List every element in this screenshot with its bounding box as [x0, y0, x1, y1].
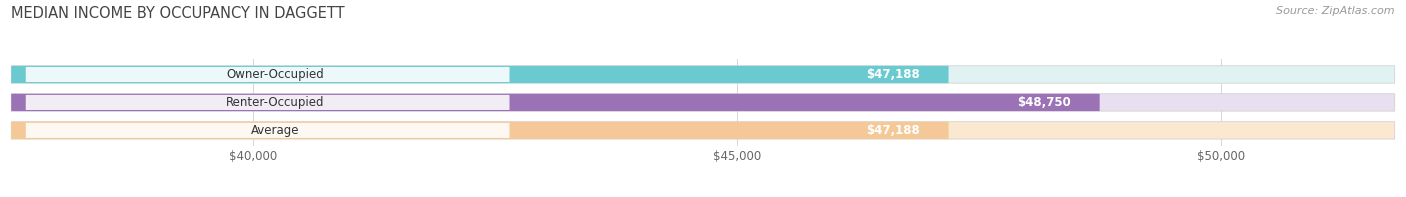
FancyBboxPatch shape: [25, 95, 509, 110]
Text: Source: ZipAtlas.com: Source: ZipAtlas.com: [1277, 6, 1395, 16]
Text: $47,188: $47,188: [866, 124, 920, 137]
Text: $47,188: $47,188: [866, 68, 920, 81]
Text: Average: Average: [250, 124, 299, 137]
FancyBboxPatch shape: [11, 94, 1395, 111]
FancyBboxPatch shape: [25, 67, 509, 82]
Text: $48,750: $48,750: [1017, 96, 1070, 109]
FancyBboxPatch shape: [11, 94, 1099, 111]
FancyBboxPatch shape: [25, 123, 509, 138]
Text: Owner-Occupied: Owner-Occupied: [226, 68, 323, 81]
Text: Renter-Occupied: Renter-Occupied: [225, 96, 325, 109]
FancyBboxPatch shape: [11, 122, 949, 139]
FancyBboxPatch shape: [11, 122, 1395, 139]
FancyBboxPatch shape: [11, 66, 1395, 83]
Text: MEDIAN INCOME BY OCCUPANCY IN DAGGETT: MEDIAN INCOME BY OCCUPANCY IN DAGGETT: [11, 6, 344, 21]
FancyBboxPatch shape: [11, 66, 949, 83]
